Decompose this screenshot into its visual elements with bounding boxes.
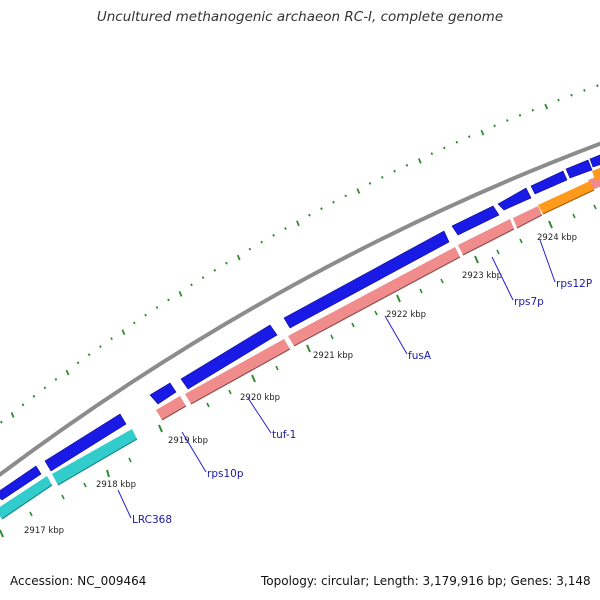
gene-block-orange[interactable] — [592, 166, 600, 180]
gc-dot — [430, 152, 434, 156]
gc-dot — [544, 103, 549, 110]
gc-dot — [0, 420, 3, 424]
gc-dot — [110, 337, 113, 341]
gc-dot — [21, 403, 25, 407]
gene-arrow[interactable] — [497, 187, 532, 211]
gene-label[interactable]: rps10p — [207, 468, 244, 480]
gene-arrow[interactable] — [530, 170, 568, 195]
gc-dot — [296, 220, 300, 227]
gene-block[interactable] — [288, 247, 460, 346]
gene-arrow[interactable] — [283, 230, 450, 329]
gene-arrow[interactable] — [589, 153, 600, 168]
gc-dot — [480, 129, 485, 136]
gc-dot — [368, 181, 372, 185]
gene-arrow[interactable] — [149, 382, 177, 405]
tick-label: 2920 kbp — [240, 393, 280, 403]
cyan-genes — [0, 429, 137, 519]
reverse-cds-genes — [156, 175, 600, 420]
gene-block[interactable] — [0, 476, 52, 519]
gc-dot — [380, 175, 384, 179]
gc-dot — [236, 254, 241, 261]
gc-dot — [518, 113, 522, 117]
gene-block[interactable] — [52, 429, 137, 485]
tick-label: 2918 kbp — [96, 480, 136, 490]
gc-dot — [505, 119, 509, 122]
gc-dot — [320, 207, 323, 211]
gene-arrow[interactable] — [180, 324, 278, 390]
gc-dot — [201, 276, 205, 280]
tick-label: 2923 kbp — [462, 271, 502, 281]
gc-dot — [225, 261, 228, 265]
forward-strand-genes — [0, 153, 600, 501]
gc-dot — [356, 188, 361, 194]
gene-label[interactable]: tuf-1 — [272, 429, 296, 441]
gene-block[interactable] — [185, 339, 290, 404]
gc-dot — [99, 345, 102, 349]
gc-dot — [213, 268, 217, 272]
gc-dot — [190, 283, 193, 287]
tick-label: 2921 kbp — [313, 351, 353, 361]
gc-dot — [570, 93, 573, 97]
gene-block[interactable] — [458, 219, 514, 255]
gc-dot — [121, 329, 126, 336]
gc-dot — [76, 361, 80, 365]
gc-dot — [332, 200, 335, 204]
gene-block-orange[interactable] — [538, 181, 594, 214]
gene-label[interactable]: LRC368 — [132, 514, 172, 526]
gc-dot — [467, 135, 471, 139]
gc-dot — [344, 194, 348, 198]
gc-dot — [65, 369, 70, 376]
gene-arrow[interactable] — [451, 205, 500, 236]
tick-layer: 2917 kbp 2918 kbp 2919 kbp 2920 kbp 2921… — [0, 204, 597, 538]
gene-arrow[interactable] — [44, 413, 127, 472]
gc-dot — [248, 247, 252, 251]
gc-dot — [393, 169, 396, 173]
gene-label[interactable]: rps7p — [514, 296, 544, 308]
gc-dot — [43, 386, 47, 390]
gc-dot — [583, 88, 586, 92]
label-leaders — [117, 239, 556, 519]
gc-dot — [144, 313, 147, 317]
map-title: Uncultured methanogenic archaeon RC-I, c… — [96, 9, 504, 25]
gc-dot — [284, 227, 287, 230]
gc-dot — [531, 108, 535, 112]
gc-dot — [405, 163, 409, 167]
gc-dot — [87, 353, 91, 357]
gene-block[interactable] — [513, 206, 542, 228]
gc-dot — [557, 98, 560, 102]
gc-dot — [272, 233, 275, 237]
tick-label: 2924 kbp — [537, 233, 577, 243]
block-shadows — [1, 189, 595, 520]
gc-dot — [155, 306, 159, 309]
gc-dot — [493, 124, 496, 128]
gene-arrow[interactable] — [565, 159, 593, 179]
gc-dot — [442, 146, 446, 150]
gc-dot — [308, 213, 311, 217]
tick-label: 2922 kbp — [386, 310, 426, 320]
tick-label: 2917 kbp — [24, 526, 64, 536]
accession-text: Accession: NC_009464 — [10, 574, 147, 588]
gc-dot — [178, 291, 183, 297]
gc-dot — [596, 84, 599, 88]
gc-dot — [455, 140, 459, 144]
gc-dot — [54, 377, 58, 381]
tick-label: 2919 kbp — [168, 436, 208, 446]
genome-backbone — [0, 141, 600, 478]
gc-dots-layer — [0, 84, 599, 424]
gene-label[interactable]: rps12P — [556, 278, 592, 290]
gc-dot — [32, 394, 36, 398]
gene-arrow[interactable] — [0, 465, 42, 501]
topology-text: Topology: circular; Length: 3,179,916 bp… — [261, 574, 591, 588]
gc-dot — [10, 412, 15, 418]
gc-dot — [167, 298, 170, 302]
gc-dot — [132, 321, 136, 325]
gene-label[interactable]: fusA — [408, 350, 432, 362]
gc-dot — [417, 158, 422, 164]
gc-dot — [260, 240, 264, 244]
gene-block[interactable] — [156, 396, 186, 420]
